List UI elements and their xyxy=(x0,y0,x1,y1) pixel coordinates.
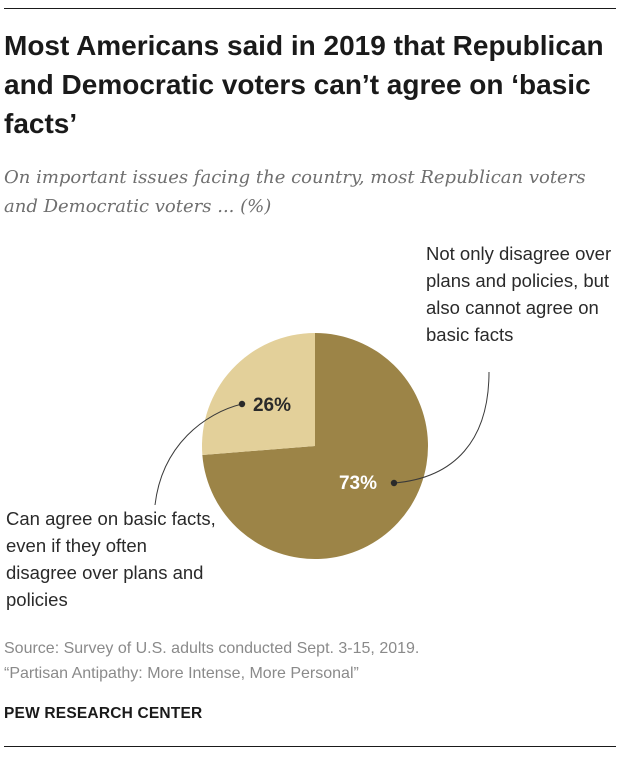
value-label-26: 26% xyxy=(253,395,291,416)
top-rule xyxy=(4,8,616,9)
leader-line-cannot-agree xyxy=(393,371,490,484)
pie-slice-cannot-agree xyxy=(202,333,428,560)
pew-logo-text: PEW RESEARCH CENTER xyxy=(4,705,203,722)
slice-label-can-agree: Can agree on basic facts, even if they o… xyxy=(6,508,216,610)
leader-line-can-agree xyxy=(154,403,243,506)
slice-label-cannot-agree: Not only disagree over plans and policie… xyxy=(426,243,612,345)
chart-title: Most Americans said in 2019 that Republi… xyxy=(4,30,604,139)
pie-slice-can-agree xyxy=(201,333,315,455)
source-line-survey: Source: Survey of U.S. adults conducted … xyxy=(4,640,420,657)
leader-line-can-agree-dot xyxy=(238,400,246,408)
source-note: Source: Survey of U.S. adults conducted … xyxy=(4,636,614,686)
value-label-73: 73% xyxy=(339,473,377,494)
bottom-rule xyxy=(4,746,616,747)
chart-subtitle: On important issues facing the country, … xyxy=(4,167,586,217)
source-line-report: “Partisan Antipathy: More Intense, More … xyxy=(4,665,359,682)
leader-line-cannot-agree-dot xyxy=(390,479,398,487)
